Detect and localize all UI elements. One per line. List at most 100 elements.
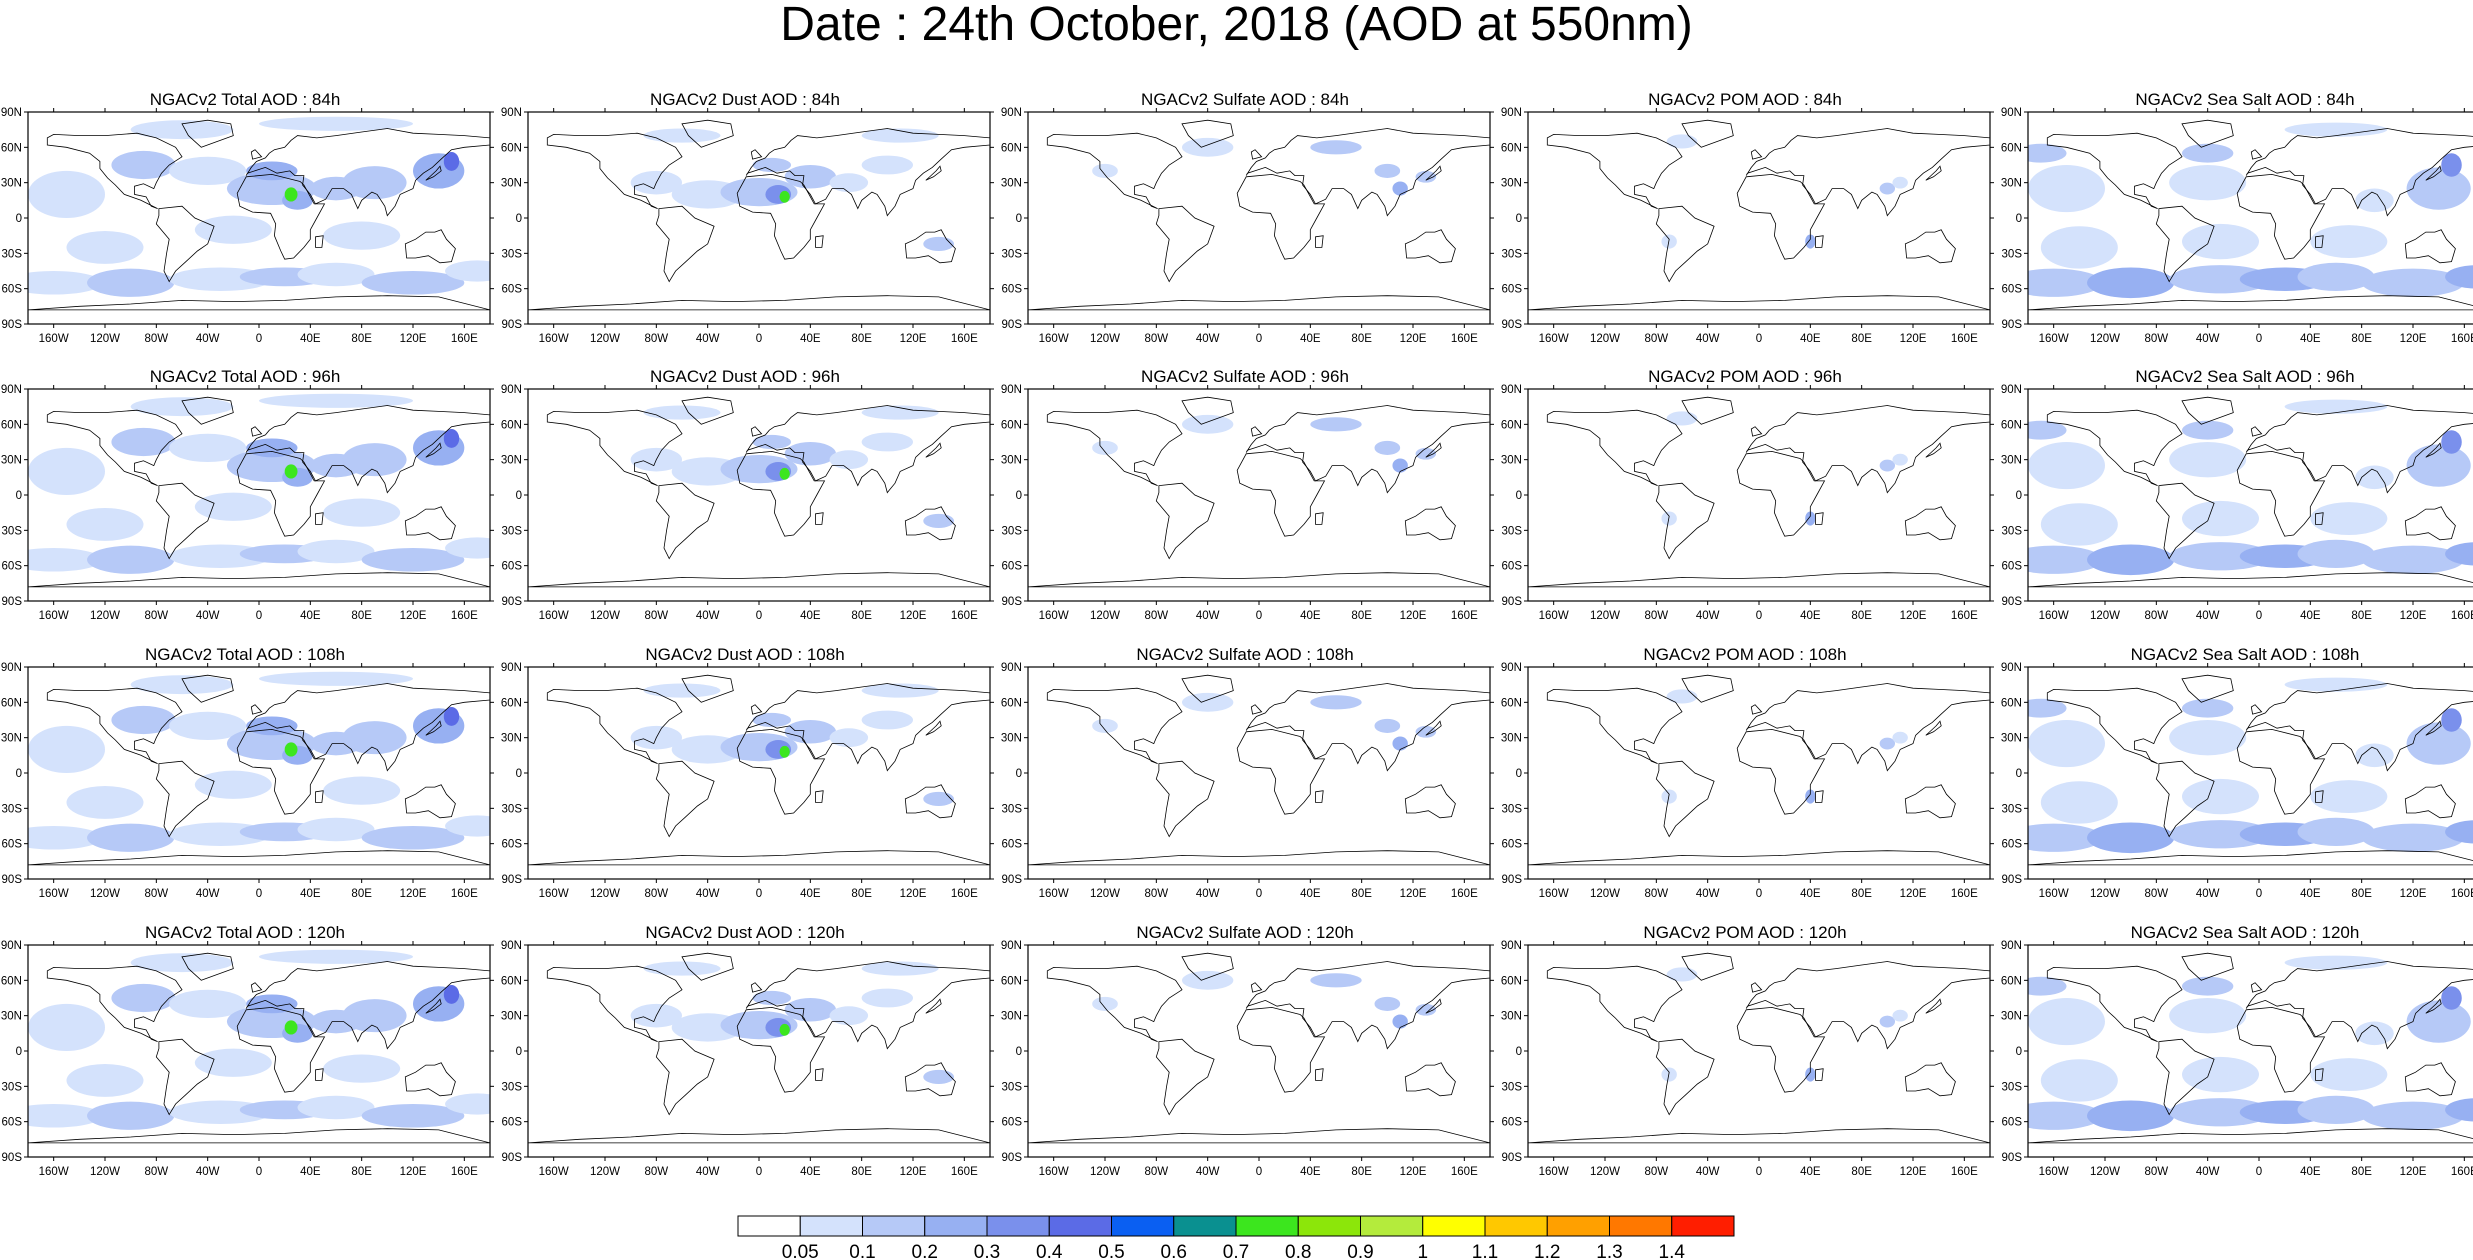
lat-tick-label: 30S bbox=[2, 525, 23, 537]
coastline bbox=[1546, 687, 1683, 764]
lon-tick-label: 40E bbox=[2300, 888, 2321, 900]
coastline bbox=[1425, 720, 1442, 736]
lat-tick-label: 0 bbox=[1016, 768, 1022, 780]
coastline bbox=[425, 720, 442, 736]
lat-tick-label: 30N bbox=[501, 1011, 522, 1023]
lat-tick-label: 60N bbox=[501, 142, 522, 154]
lon-tick-label: 40E bbox=[2300, 1166, 2321, 1178]
coastline bbox=[1815, 1068, 1824, 1081]
lat-tick-label: 60N bbox=[1501, 975, 1522, 987]
map-panel-sulfate-84h: NGACv2 Sulfate AOD : 84h 90N 60N 30N 0 30S 60S… bbox=[1000, 90, 1494, 352]
lat-tick-label: 30N bbox=[2001, 178, 2022, 190]
colorbar-label: 0.05 bbox=[782, 1242, 819, 1260]
coastline bbox=[2250, 426, 2263, 437]
aod-contour bbox=[297, 539, 375, 564]
lon-tick-label: 80W bbox=[1645, 333, 1669, 345]
panel-title: NGACv2 Sulfate AOD : 108h bbox=[1136, 645, 1354, 664]
aod-contour bbox=[2297, 262, 2375, 292]
lat-tick-label: 0 bbox=[1516, 768, 1522, 780]
lon-tick-label: 120E bbox=[900, 610, 927, 622]
lon-tick-label: 120W bbox=[2090, 610, 2120, 622]
lon-tick-label: 160W bbox=[1539, 610, 1569, 622]
lon-tick-label: 120W bbox=[1090, 1166, 1120, 1178]
aod-contour bbox=[297, 1095, 375, 1120]
coastline bbox=[1181, 952, 1234, 981]
lon-tick-label: 40W bbox=[2196, 1166, 2220, 1178]
aod-contour bbox=[443, 985, 460, 1004]
lon-tick-label: 120E bbox=[2400, 333, 2427, 345]
lat-tick-label: 90S bbox=[502, 874, 523, 886]
coastline bbox=[2028, 295, 2473, 311]
lat-tick-label: 90S bbox=[1502, 1152, 1523, 1164]
aod-contour bbox=[87, 1101, 175, 1130]
coastline bbox=[750, 982, 763, 993]
lat-tick-label: 60N bbox=[1, 419, 22, 431]
lat-tick-label: 0 bbox=[516, 1046, 522, 1058]
lat-tick-label: 30S bbox=[1502, 803, 1523, 815]
coastline bbox=[1681, 952, 1734, 981]
aod-contour bbox=[2169, 442, 2247, 478]
coastline bbox=[1528, 295, 1990, 311]
coastline bbox=[1250, 982, 1263, 993]
lat-tick-label: 60S bbox=[502, 284, 523, 296]
lat-tick-label: 60S bbox=[1002, 561, 1023, 573]
aod-contour bbox=[194, 215, 272, 244]
lon-tick-label: 80W bbox=[645, 1166, 669, 1178]
coastline bbox=[750, 704, 763, 715]
coastline bbox=[404, 506, 456, 541]
lat-tick-label: 30N bbox=[1501, 1011, 1522, 1023]
coastline bbox=[2028, 850, 2473, 866]
lat-tick-label: 60S bbox=[1002, 284, 1023, 296]
aod-contour bbox=[2445, 820, 2473, 844]
lon-tick-label: 0 bbox=[1256, 1166, 1262, 1178]
coastline bbox=[2236, 1006, 2326, 1093]
coastline bbox=[2181, 674, 2234, 703]
aod-contour bbox=[779, 467, 790, 480]
map-panel-dust-96h: NGACv2 Dust AOD : 96h 90N 60N 30N 0 30S 60S 90S… bbox=[500, 367, 994, 629]
aod-contour bbox=[1310, 140, 1362, 155]
lat-tick-label: 60S bbox=[1502, 1117, 1523, 1129]
coastline bbox=[1528, 572, 1990, 588]
lat-tick-label: 90N bbox=[2001, 940, 2022, 952]
coastline bbox=[925, 998, 942, 1014]
coastline bbox=[655, 760, 715, 838]
lon-tick-label: 120W bbox=[590, 888, 620, 900]
lon-tick-label: 80E bbox=[351, 888, 372, 900]
colorbar-swatch bbox=[737, 1215, 801, 1237]
lat-tick-label: 60N bbox=[1001, 142, 1022, 154]
coastline bbox=[2315, 790, 2324, 803]
coastline bbox=[750, 426, 763, 437]
lon-tick-label: 40W bbox=[1696, 610, 1720, 622]
aod-contour bbox=[2361, 823, 2465, 852]
coastline bbox=[1181, 674, 1234, 703]
lon-tick-label: 120W bbox=[1590, 333, 1620, 345]
lon-tick-label: 120E bbox=[900, 1166, 927, 1178]
coastline bbox=[1236, 173, 1326, 260]
lat-tick-label: 90N bbox=[1, 384, 22, 396]
coastline bbox=[2155, 205, 2215, 283]
map-panel-sulfate-120h: NGACv2 Sulfate AOD : 120h 90N 60N 30N 0 30S 60… bbox=[1000, 923, 1494, 1185]
lon-tick-label: 120E bbox=[400, 610, 427, 622]
aod-contour bbox=[2284, 399, 2388, 414]
colorbar-label: 0.3 bbox=[974, 1242, 1000, 1260]
lon-tick-label: 160E bbox=[1451, 333, 1478, 345]
lon-tick-label: 120E bbox=[1400, 333, 1427, 345]
lon-tick-label: 40W bbox=[2196, 610, 2220, 622]
aod-contour bbox=[169, 989, 247, 1019]
lat-tick-label: 30S bbox=[2002, 803, 2023, 815]
aod-contour bbox=[923, 236, 955, 251]
coastline bbox=[1546, 132, 1683, 209]
lon-tick-label: 80W bbox=[1145, 888, 1169, 900]
lon-tick-label: 0 bbox=[2256, 333, 2262, 345]
coastline bbox=[904, 229, 956, 264]
lat-tick-label: 30S bbox=[2, 803, 23, 815]
map-panel-grid: NGACv2 Total AOD : 84h 90N 60N 30N 0 30S 60S 90… bbox=[1, 90, 2473, 1185]
coastline bbox=[2315, 235, 2324, 248]
coastline bbox=[1904, 506, 1956, 541]
coastline bbox=[1745, 405, 1990, 494]
aod-contour bbox=[87, 823, 175, 852]
coastline bbox=[681, 952, 734, 981]
lon-tick-label: 80W bbox=[1145, 1166, 1169, 1178]
aod-contour bbox=[784, 442, 836, 466]
lon-tick-label: 40W bbox=[2196, 888, 2220, 900]
